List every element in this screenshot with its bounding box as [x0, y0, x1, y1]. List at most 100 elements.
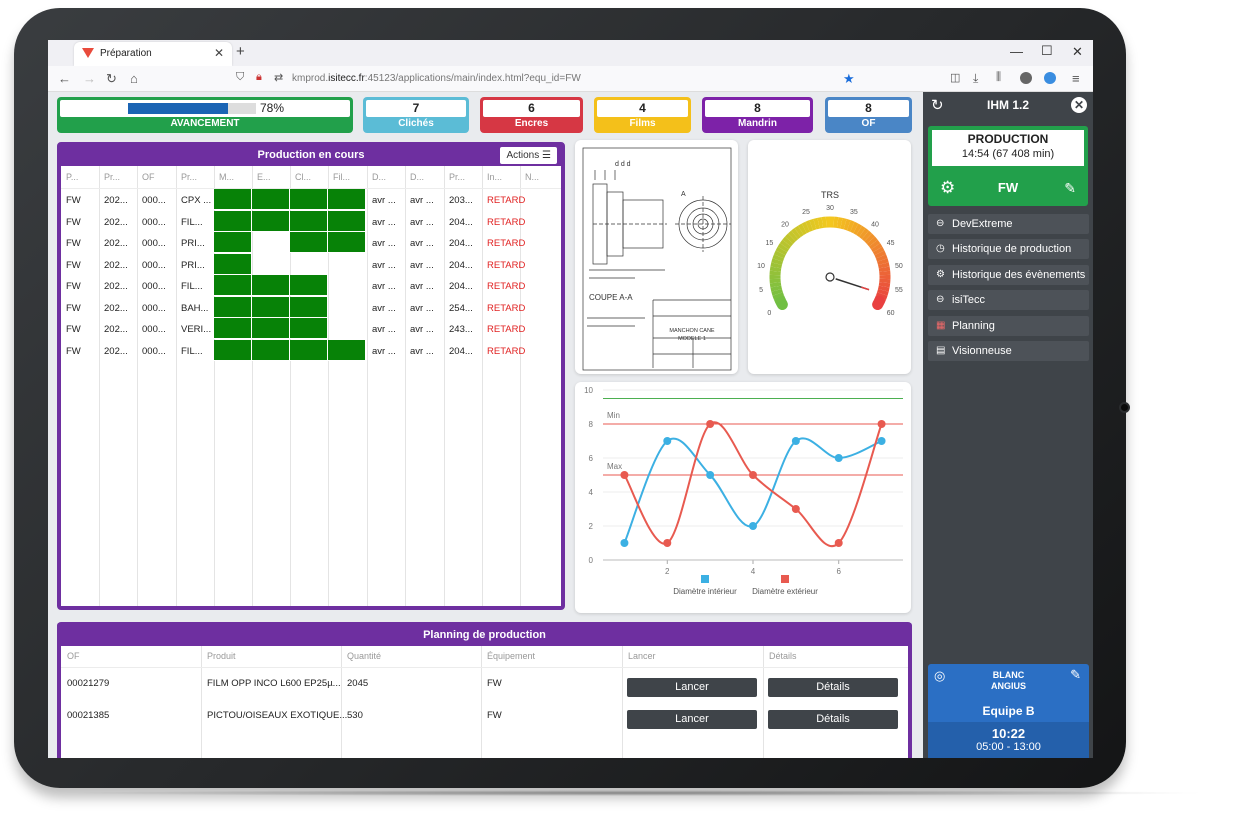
status-cell-green	[290, 318, 328, 339]
menu-isitecc[interactable]: ⊖ isiTecc	[928, 290, 1089, 310]
launch-button[interactable]: Lancer	[627, 678, 757, 697]
header-divider	[61, 188, 561, 189]
legend-marker	[781, 575, 789, 583]
pocket-icon[interactable]: ◫	[950, 72, 961, 84]
lock-icon[interactable]: 🔒︎	[256, 71, 262, 83]
table-cell: 202...	[104, 195, 128, 206]
progress-card[interactable]: 78% AVANCEMENT	[57, 97, 353, 133]
column-header[interactable]: Fil...	[333, 172, 350, 182]
status-cell-green	[328, 210, 366, 232]
column-divider	[328, 166, 329, 606]
column-header[interactable]: D...	[372, 172, 387, 182]
details-button[interactable]: Détails	[768, 678, 898, 697]
planning-panel: Planning de production OF Produit Quantité…	[57, 622, 912, 758]
gear-icon: ⚙	[936, 269, 945, 280]
menu-historique-production[interactable]: ◷ Historique de production	[928, 239, 1089, 259]
gauge-arc-segment	[859, 228, 869, 240]
table-row[interactable]: FW 202... 000... BAH... avr ... avr ... 254...…	[61, 296, 561, 318]
production-status-card[interactable]: PRODUCTION 14:54 (67 408 min) ⚙ FW ✎	[928, 126, 1088, 206]
device-shadow	[60, 790, 1210, 796]
menu-icon[interactable]: ≡	[1072, 71, 1080, 86]
column-header[interactable]: Pr...	[449, 172, 466, 182]
column-header[interactable]: M...	[219, 172, 234, 182]
reload-icon[interactable]: ↻	[106, 71, 117, 86]
forward-icon[interactable]: →	[83, 71, 96, 86]
bookmark-star-icon[interactable]: ★	[843, 71, 855, 86]
status-cell-green	[252, 296, 290, 318]
column-header[interactable]: OF	[142, 172, 155, 182]
menu-planning[interactable]: ▦ Planning	[928, 316, 1089, 336]
status-cell-green	[252, 318, 290, 339]
library-icon[interactable]: ⫼	[996, 71, 1002, 83]
of-card[interactable]: 8 OF	[825, 97, 912, 133]
table-cell: 000...	[142, 238, 166, 249]
menu-historique-evenements[interactable]: ⚙ Historique des évènements	[928, 265, 1089, 285]
column-header[interactable]: E...	[257, 172, 271, 182]
column-header[interactable]: Produit	[207, 651, 236, 661]
minimize-icon[interactable]: —	[1010, 44, 1023, 59]
column-header[interactable]: Quantité	[347, 651, 382, 661]
cliches-card[interactable]: 7 Clichés	[363, 97, 469, 133]
download-icon[interactable]: ⤓	[973, 71, 979, 85]
close-window-icon[interactable]: ✕	[1072, 44, 1083, 59]
extension-icon[interactable]	[1020, 72, 1032, 84]
progress-fill	[128, 103, 228, 114]
close-sidebar-icon[interactable]: ✕	[1071, 97, 1087, 113]
table-row[interactable]: FW 202... 000... FIL... avr ... avr ... 204...…	[61, 339, 561, 361]
header-divider	[61, 667, 908, 668]
y-tick-label: 4	[589, 488, 594, 497]
column-header[interactable]: Détails	[769, 651, 797, 661]
back-icon[interactable]: ←	[58, 71, 71, 86]
mandrin-card[interactable]: 8 Mandrin	[702, 97, 813, 133]
column-header[interactable]: In...	[487, 172, 503, 182]
column-header[interactable]: OF	[67, 651, 80, 661]
launch-button[interactable]: Lancer	[627, 710, 757, 729]
edit-user-icon[interactable]: ✎	[1070, 667, 1081, 682]
new-tab-icon[interactable]: +	[236, 43, 245, 60]
table-row[interactable]: FW 202... 000... FIL... avr ... avr ... 204...…	[61, 210, 561, 232]
column-divider	[481, 646, 482, 758]
table-row[interactable]: FW 202... 000... CPX ... avr ... avr ... 203..…	[61, 189, 561, 210]
table-row[interactable]: FW 202... 000... PRI... avr ... avr ... 204...…	[61, 232, 561, 253]
table-row[interactable]: FW 202... 000... PRI... avr ... avr ... 204...…	[61, 253, 561, 275]
column-header[interactable]: Cl...	[295, 172, 312, 182]
maximize-icon[interactable]: ☐	[1041, 43, 1053, 58]
production-status-time: 14:54 (67 408 min)	[961, 148, 1055, 160]
address-bar[interactable]: kmprod.isitecc.fr:45123/applications/mai…	[292, 73, 581, 84]
column-header[interactable]: Pr...	[181, 172, 198, 182]
close-tab-icon[interactable]: ✕	[213, 46, 224, 60]
table-row[interactable]: FW 202... 000... VERI... avr ... avr ... 243..…	[61, 318, 561, 339]
menu-visionneuse[interactable]: ▤ Visionneuse	[928, 341, 1089, 361]
encres-card[interactable]: 6 Encres	[480, 97, 583, 133]
table-row[interactable]: 00021279 FILM OPP INCO L600 EP25µ... 2045 F…	[61, 672, 908, 702]
table-row[interactable]: FW 202... 000... FIL... avr ... avr ... 204...…	[61, 275, 561, 296]
home-icon[interactable]: ⌂	[130, 71, 138, 86]
table-row[interactable]: 00021385 PICTOU/OISEAUX EXOTIQUE... 530 FW L…	[61, 704, 908, 734]
shield-icon[interactable]: ⛉	[236, 71, 245, 83]
table-cell: FIL...	[181, 345, 203, 357]
column-header[interactable]: Pr...	[104, 172, 121, 182]
actions-button[interactable]: Actions ☰	[500, 147, 557, 164]
account-icon[interactable]	[1044, 72, 1056, 84]
menu-devextreme[interactable]: ⊖ DevExtreme	[928, 214, 1089, 234]
tab-preparation[interactable]: Préparation ✕	[74, 42, 232, 66]
status-cell-green	[214, 339, 252, 361]
table-cell: avr ...	[372, 302, 396, 314]
column-header[interactable]: Lancer	[628, 651, 656, 661]
constant-line-label: Max	[607, 462, 622, 471]
team-card[interactable]: ◎ ✎ BLANC ANGIUS Equipe B 10:22 05:00 - …	[928, 664, 1089, 758]
films-card[interactable]: 4 Films	[594, 97, 691, 133]
column-header[interactable]: N...	[525, 172, 540, 182]
technical-drawing-card[interactable]: d d d COUPE A-A MANCHON CANE MODELE 1 A	[575, 140, 738, 374]
status-label: RETARD	[487, 238, 526, 249]
refresh-icon[interactable]: ↻	[931, 97, 944, 114]
gear-icon[interactable]: ⚙	[940, 178, 956, 197]
details-button[interactable]: Détails	[768, 710, 898, 729]
permissions-icon[interactable]: ⇄	[274, 72, 284, 84]
column-header[interactable]: P...	[66, 172, 79, 182]
column-header[interactable]: D...	[410, 172, 425, 182]
edit-icon[interactable]: ✎	[1064, 180, 1076, 196]
gauge-arc-segment	[782, 236, 794, 247]
table-cell: avr ...	[372, 195, 396, 206]
column-header[interactable]: Équipement	[487, 651, 536, 661]
